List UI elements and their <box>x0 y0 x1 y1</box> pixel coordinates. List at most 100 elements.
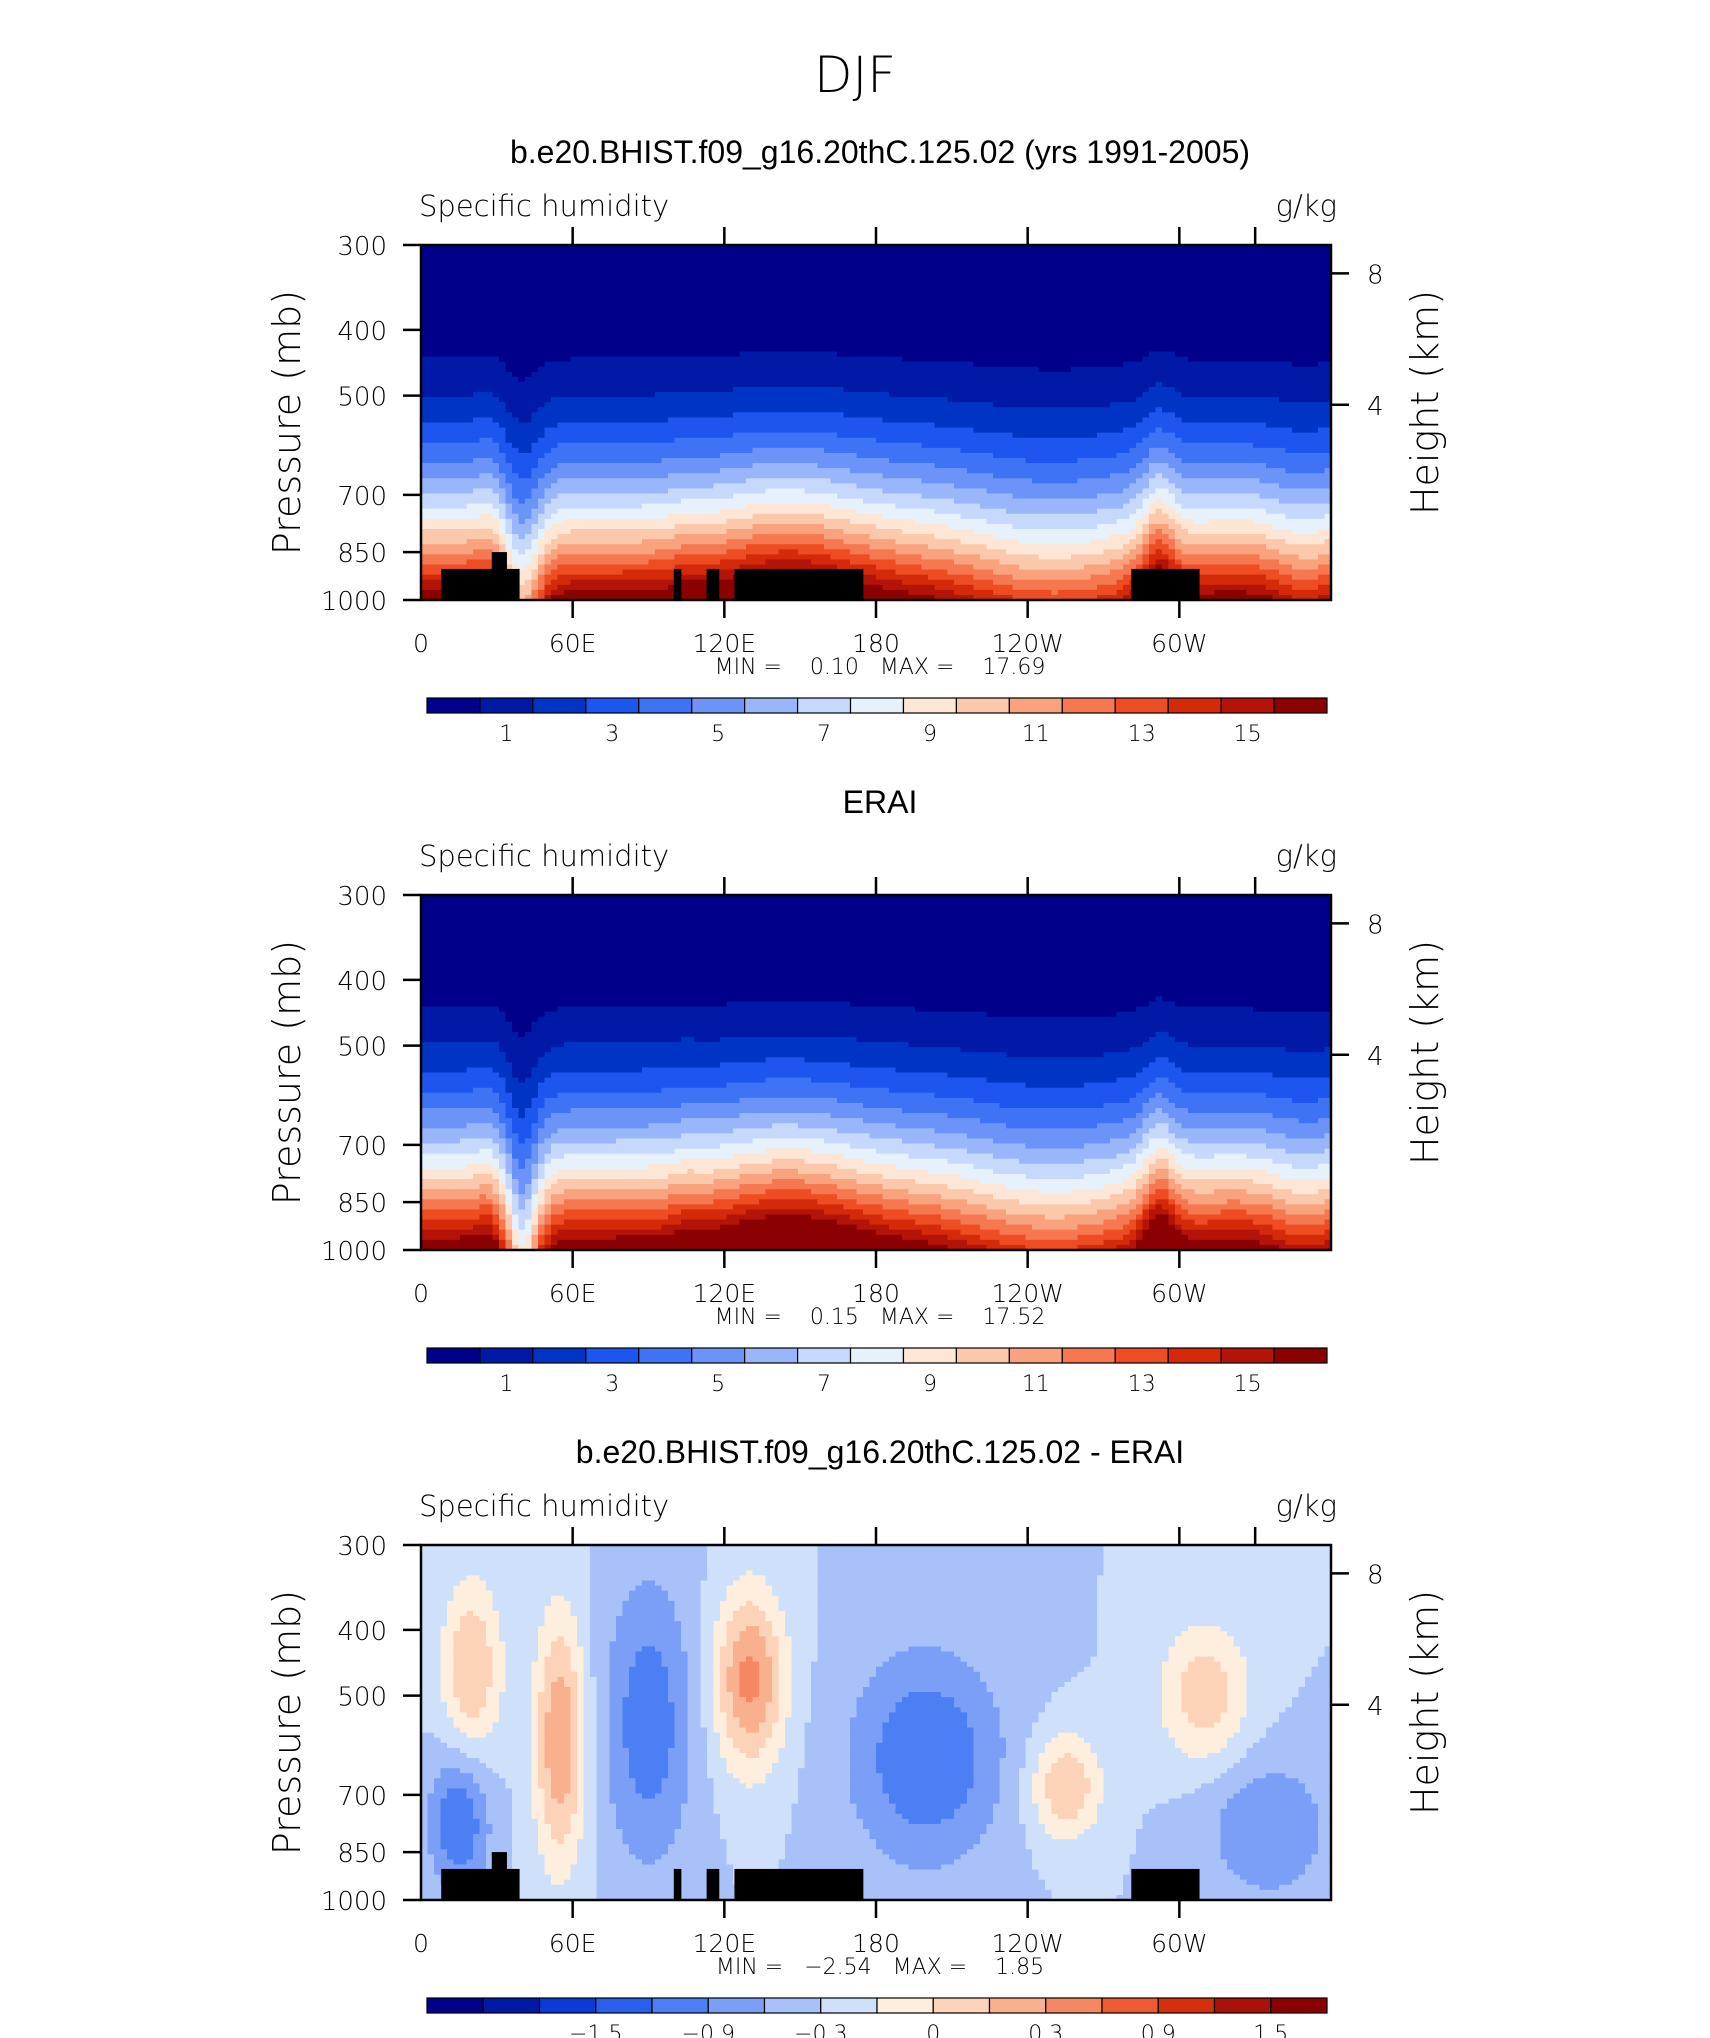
colorbar-swatch <box>1008 697 1063 714</box>
y2tick-label: 4 <box>1367 1692 1384 1722</box>
colorbar-swatch <box>1061 1347 1116 1364</box>
colorbar-swatch <box>482 1997 541 2014</box>
ytick-label: 300 <box>337 882 387 912</box>
xtick-label: 120W <box>991 629 1063 658</box>
colorbar-swatch <box>763 1997 822 2014</box>
colorbar-label: 15 <box>1234 722 1262 747</box>
panel-title: b.e20.BHIST.f09_g16.20thC.125.02 - ERAI <box>576 1434 1184 1470</box>
land-mask <box>441 1852 1200 1900</box>
y2label: Height (km) <box>1403 1590 1447 1815</box>
units-label: g/kg <box>1276 1489 1337 1523</box>
colorbar: 1 3 5 7 9 11 13 15 <box>426 697 1328 747</box>
xtick-label: 180 <box>852 1929 900 1958</box>
colorbar-swatch <box>1045 1997 1103 2014</box>
colorbar-swatch <box>1270 1997 1328 2014</box>
colorbar-label: −1.5 <box>569 2022 622 2038</box>
ytick-label: 850 <box>337 1839 387 1869</box>
xtick-label: 0 <box>413 1279 429 1308</box>
xtick-label: 120W <box>991 1279 1063 1308</box>
colorbar-label: 11 <box>1022 1372 1050 1397</box>
colorbar-label: 1.5 <box>1253 2022 1288 2038</box>
xtick-label: 180 <box>852 1279 900 1308</box>
contour-fill <box>421 1545 1332 1901</box>
colorbar-swatch <box>1008 1347 1063 1364</box>
colorbar-label: 0 <box>926 2022 940 2038</box>
y2tick-label: 4 <box>1367 1042 1384 1072</box>
colorbar-swatch <box>479 1347 534 1364</box>
xtick-label: 0 <box>413 1929 429 1958</box>
panel-title: b.e20.BHIST.f09_g16.20thC.125.02 (yrs 19… <box>510 134 1250 170</box>
colorbar-label: 13 <box>1128 722 1156 747</box>
colorbar-swatch <box>1101 1997 1159 2014</box>
left-label: Specific humidity <box>419 1489 669 1523</box>
colorbar: 1 3 5 7 9 11 13 15 <box>426 1347 1328 1397</box>
ytick-label: 850 <box>337 539 387 569</box>
colorbar-label: 3 <box>605 722 619 747</box>
colorbar-swatch <box>955 1347 1010 1364</box>
units-label: g/kg <box>1276 839 1337 873</box>
colorbar-label: 11 <box>1022 722 1050 747</box>
xtick-label: 60E <box>549 1279 597 1308</box>
colorbar-swatch <box>796 1347 852 1364</box>
colorbar-swatch <box>902 697 958 714</box>
panel-1: b.e20.BHIST.f09_g16.20thC.125.02 (yrs 19… <box>265 134 1447 747</box>
colorbar-swatch <box>532 1347 587 1364</box>
ytick-label: 400 <box>337 1617 387 1647</box>
colorbar-swatch <box>532 697 587 714</box>
xtick-label: 60E <box>549 1929 597 1958</box>
colorbar-swatch <box>849 1347 905 1364</box>
colorbar-label: 5 <box>711 722 725 747</box>
y2tick-label: 4 <box>1367 392 1384 422</box>
colorbar-swatch <box>988 1997 1047 2014</box>
xtick-label: 120E <box>693 1279 757 1308</box>
colorbar-swatch <box>902 1347 958 1364</box>
y2tick-label: 8 <box>1367 260 1384 290</box>
y2label: Height (km) <box>1403 290 1447 515</box>
colorbar-swatch <box>538 1997 597 2014</box>
colorbar-label: 7 <box>817 1372 831 1397</box>
colorbar-swatch <box>1157 1997 1216 2014</box>
min-max-stats: MIN = 0.15 MAX = 17.52 <box>715 1305 1046 1330</box>
colorbar-swatch <box>876 1997 934 2014</box>
xtick-label: 60W <box>1151 629 1208 658</box>
colorbar-label: 5 <box>711 1372 725 1397</box>
min-max-stats: MIN = −2.54 MAX = 1.85 <box>716 1955 1044 1980</box>
colorbar-label: 15 <box>1234 1372 1262 1397</box>
ylabel: Pressure (mb) <box>265 940 309 1205</box>
colorbar-label: 1 <box>499 722 513 747</box>
colorbar-swatch <box>849 697 905 714</box>
colorbar-swatch <box>585 1347 640 1364</box>
colorbar-label: −0.3 <box>794 2022 847 2038</box>
colorbar-swatch <box>426 697 481 714</box>
ytick-label: 850 <box>337 1189 387 1219</box>
panel-3: b.e20.BHIST.f09_g16.20thC.125.02 - ERAI S… <box>265 1434 1447 2038</box>
colorbar-swatch <box>1273 1347 1328 1364</box>
ytick-label: 400 <box>337 967 387 997</box>
min-max-stats: MIN = 0.10 MAX = 17.69 <box>715 655 1046 680</box>
xtick-label: 60W <box>1151 1279 1208 1308</box>
xtick-label: 60E <box>549 629 597 658</box>
colorbar-swatch <box>1114 697 1169 714</box>
left-label: Specific humidity <box>419 189 669 223</box>
contour-fill <box>421 895 1332 1251</box>
colorbar-label: 0.9 <box>1141 2022 1176 2038</box>
ytick-label: 300 <box>337 232 387 262</box>
colorbar-label: −0.9 <box>682 2022 735 2038</box>
ytick-label: 300 <box>337 1532 387 1562</box>
ytick-label: 700 <box>337 1782 387 1812</box>
ylabel: Pressure (mb) <box>265 1590 309 1855</box>
xtick-label: 60W <box>1151 1929 1208 1958</box>
colorbar-swatch <box>796 697 852 714</box>
left-label: Specific humidity <box>419 839 669 873</box>
ytick-label: 500 <box>337 1033 387 1063</box>
ytick-label: 1000 <box>321 1237 387 1267</box>
ytick-label: 400 <box>337 317 387 347</box>
colorbar-label: 3 <box>605 1372 619 1397</box>
colorbar-swatch <box>1213 1997 1272 2014</box>
colorbar-swatch <box>585 697 640 714</box>
xtick-label: 120E <box>693 1929 757 1958</box>
colorbar-swatch <box>595 1997 653 2014</box>
xtick-label: 180 <box>852 629 900 658</box>
colorbar-swatch <box>1220 1347 1275 1364</box>
